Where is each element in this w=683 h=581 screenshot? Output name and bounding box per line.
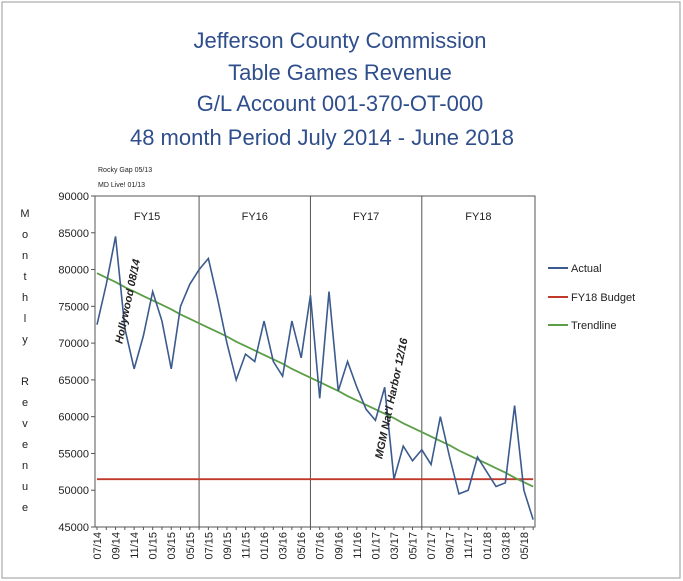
y-tick-label: 45000 bbox=[58, 522, 89, 534]
x-tick-label: 01/17 bbox=[370, 532, 382, 560]
note: Rocky Gap 05/13 bbox=[98, 167, 152, 174]
x-tick-label: 05/16 bbox=[296, 532, 308, 560]
x-tick-label: 11/17 bbox=[463, 532, 475, 559]
title-line: Table Games Revenue bbox=[228, 60, 452, 85]
y-axis-label: Monthly Revenue bbox=[19, 208, 31, 523]
series-line bbox=[96, 236, 534, 520]
y-tick-label: 75000 bbox=[58, 301, 89, 313]
x-tick-label: 07/17 bbox=[426, 532, 438, 560]
y-tick-label: 55000 bbox=[58, 448, 89, 460]
y-tick-label: 85000 bbox=[58, 228, 89, 240]
legend-label: Trendline bbox=[571, 320, 616, 332]
fy-label: FY15 bbox=[134, 211, 160, 223]
legend-label: Actual bbox=[571, 263, 602, 275]
title-line: G/L Account 001-370-OT-000 bbox=[197, 91, 484, 116]
x-tick-label: 03/15 bbox=[166, 532, 178, 560]
annotation: Hollywood 08/14 bbox=[113, 258, 143, 345]
annotation: MGM Nat'l Harbor 12/16 bbox=[373, 336, 411, 460]
title-line: 48 month Period July 2014 - June 2018 bbox=[130, 125, 514, 150]
y-tick-label: 80000 bbox=[58, 265, 89, 277]
x-tick-label: 05/17 bbox=[408, 532, 420, 560]
x-tick-label: 01/15 bbox=[148, 532, 160, 560]
series-line bbox=[96, 272, 534, 488]
x-tick-label: 05/18 bbox=[519, 532, 531, 560]
y-tick-label: 60000 bbox=[58, 412, 89, 424]
fy-label: FY18 bbox=[465, 211, 491, 223]
y-tick-label: 65000 bbox=[58, 375, 89, 387]
y-tick-label: 70000 bbox=[58, 338, 89, 350]
note: MD Live! 01/13 bbox=[98, 182, 145, 189]
x-tick-label: 01/16 bbox=[259, 532, 271, 560]
fy-label: FY16 bbox=[242, 211, 268, 223]
y-tick-label: 90000 bbox=[58, 191, 89, 203]
x-tick-label: 11/15 bbox=[240, 532, 252, 559]
x-tick-label: 11/14 bbox=[129, 532, 141, 559]
x-tick-label: 09/14 bbox=[111, 532, 123, 560]
x-tick-label: 09/16 bbox=[333, 532, 345, 560]
x-tick-label: 11/16 bbox=[352, 532, 364, 559]
x-tick-label: 07/16 bbox=[315, 532, 327, 560]
x-tick-label: 09/15 bbox=[222, 532, 234, 560]
x-tick-label: 09/17 bbox=[445, 532, 457, 560]
plot-area bbox=[94, 195, 536, 528]
x-tick-label: 03/18 bbox=[500, 532, 512, 560]
x-tick-label: 07/14 bbox=[92, 532, 104, 560]
fy-label: FY17 bbox=[353, 211, 379, 223]
y-tick-label: 50000 bbox=[58, 485, 89, 497]
x-tick-label: 07/15 bbox=[203, 532, 215, 560]
x-tick-label: 01/18 bbox=[482, 532, 494, 560]
title-line: Jefferson County Commission bbox=[193, 28, 486, 53]
x-tick-label: 03/16 bbox=[278, 532, 290, 560]
x-tick-label: 03/17 bbox=[389, 532, 401, 560]
legend-label: FY18 Budget bbox=[571, 292, 635, 304]
x-tick-label: 05/15 bbox=[185, 532, 197, 560]
